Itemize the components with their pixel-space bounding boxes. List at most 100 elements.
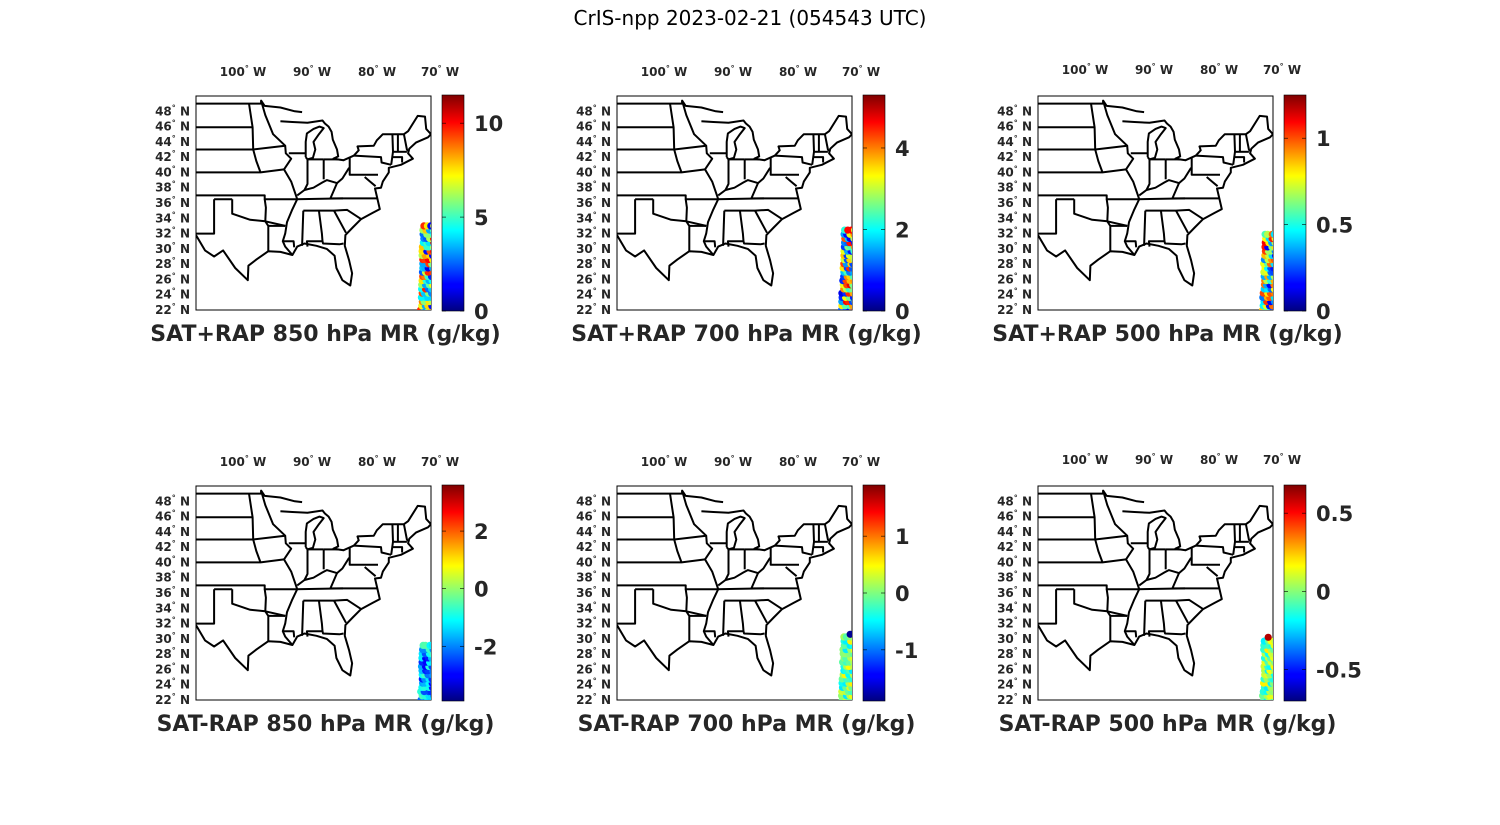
lat-tick-label: 32° N — [155, 226, 190, 241]
map-panel-1: 100° W 90° W 80° W 70° W 22° N24° N26° N28° … — [150, 64, 503, 347]
lat-tick-label: 24° N — [155, 287, 190, 302]
swath-footprint — [427, 222, 431, 230]
colorbar-frame — [1283, 484, 1307, 702]
lat-tick-label: 26° N — [155, 271, 190, 286]
satellite-swath — [1259, 230, 1282, 310]
swath-footprint — [854, 243, 861, 250]
lat-tick-label: 36° N — [576, 195, 611, 210]
map-frame — [1037, 95, 1274, 311]
lat-tick-label: 46° N — [155, 119, 190, 134]
swath-footprint — [1270, 230, 1273, 238]
figure-title: CrIS-npp 2023-02-21 (054543 UTC) — [573, 6, 927, 30]
swath-footprint — [432, 650, 439, 657]
swath-footprint — [1274, 277, 1281, 284]
swath-footprint — [854, 633, 861, 640]
swath-footprint — [1274, 680, 1281, 687]
swath-footprint — [432, 298, 439, 305]
lat-tick-label: 28° N — [155, 256, 190, 271]
lat-tick-label: 48° N — [576, 103, 611, 118]
lat-tick-label: 28° N — [155, 646, 190, 661]
map-panel-5: 100° W 90° W 80° W 70° W 22° N24° N26° N28° … — [576, 454, 918, 737]
lat-tick-label: 40° N — [997, 554, 1032, 569]
swath-footprint — [433, 239, 440, 246]
lat-tick-label: 46° N — [155, 509, 190, 524]
lat-tick-label: 26° N — [576, 271, 611, 286]
state-borders — [196, 489, 440, 700]
swath-footprint — [853, 235, 860, 242]
swath-footprint — [433, 642, 440, 649]
swath-footprint — [433, 667, 440, 674]
lat-tick-label: 40° N — [576, 164, 611, 179]
lat-tick-label: 40° N — [155, 554, 190, 569]
swath-footprint — [431, 654, 438, 661]
swath-footprint — [431, 302, 438, 309]
lat-tick-label: 28° N — [997, 646, 1032, 661]
swath-footprint — [1273, 260, 1280, 267]
satellite-swath — [838, 630, 861, 703]
colorbar — [442, 95, 464, 311]
satellite-swath — [837, 226, 861, 310]
swath-footprint — [432, 688, 439, 695]
swath-footprint — [853, 252, 860, 259]
swath-footprint — [1275, 243, 1282, 250]
swath-footprint — [431, 285, 438, 292]
panel-label: SAT-RAP 700 hPa MR (g/kg) — [578, 712, 916, 737]
swath-footprint — [851, 308, 852, 310]
swath-footprint — [847, 226, 852, 234]
swath-footprint — [1274, 671, 1281, 678]
lat-tick-label: 46° N — [576, 119, 611, 134]
lat-tick-label: 42° N — [155, 539, 190, 554]
lon-tick-label: 80° W — [1200, 452, 1238, 467]
swath-footprint — [431, 277, 438, 284]
map-frame — [1037, 485, 1274, 701]
lon-tick-label: 100° W — [220, 454, 266, 469]
map-frame — [616, 95, 853, 311]
swath-footprint — [1273, 675, 1280, 682]
colorbar — [863, 95, 885, 311]
lat-tick-label: 48° N — [576, 493, 611, 508]
colorbar-tick-label: 10 — [474, 112, 503, 136]
swath-footprint — [853, 671, 860, 678]
colorbar — [1284, 95, 1306, 311]
lat-tick-label: 34° N — [997, 600, 1032, 615]
swath-footprint — [430, 681, 431, 685]
swath-footprint — [1273, 667, 1280, 674]
lat-tick-label: 34° N — [155, 210, 190, 225]
swath-footprint — [853, 260, 860, 267]
panel-label: SAT-RAP 500 hPa MR (g/kg) — [999, 712, 1337, 737]
lat-tick-label: 38° N — [576, 570, 611, 585]
lat-tick-label: 40° N — [997, 164, 1032, 179]
swath-footprint — [433, 235, 440, 242]
lat-tick-label: 22° N — [997, 692, 1032, 707]
colorbar-tick-label: -0.5 — [1316, 659, 1362, 683]
colorbar-tick-label: 0.5 — [1316, 502, 1353, 526]
colorbar-frame — [862, 94, 886, 312]
swath-footprint — [1274, 252, 1281, 259]
lon-tick-label: 80° W — [779, 64, 817, 79]
lon-tick-label: 90° W — [714, 454, 752, 469]
lon-tick-label: 80° W — [358, 454, 396, 469]
swath-footprint — [433, 273, 440, 280]
lon-tick-label: 90° W — [1135, 62, 1173, 77]
swath-footprint — [853, 264, 860, 271]
lat-tick-label: 26° N — [576, 661, 611, 676]
swath-footprint — [1271, 638, 1273, 645]
swath-footprint — [853, 650, 860, 657]
lat-tick-label: 48° N — [155, 103, 190, 118]
state-borders — [617, 99, 861, 310]
panel-label: SAT+RAP 850 hPa MR (g/kg) — [150, 322, 500, 347]
swath-footprint — [854, 248, 861, 255]
colorbar-frame — [1283, 94, 1307, 312]
lon-tick-label: 100° W — [641, 64, 687, 79]
panel-label: SAT-RAP 850 hPa MR (g/kg) — [157, 712, 495, 737]
swath-footprint — [1274, 650, 1281, 657]
lat-tick-label: 44° N — [155, 524, 190, 539]
swath-footprint — [853, 696, 860, 703]
lat-tick-label: 32° N — [155, 616, 190, 631]
lon-tick-label: 100° W — [220, 64, 266, 79]
lat-tick-label: 44° N — [997, 524, 1032, 539]
lat-tick-label: 46° N — [997, 509, 1032, 524]
swath-footprint — [852, 290, 859, 297]
lon-tick-label: 100° W — [641, 454, 687, 469]
lat-tick-label: 46° N — [576, 509, 611, 524]
